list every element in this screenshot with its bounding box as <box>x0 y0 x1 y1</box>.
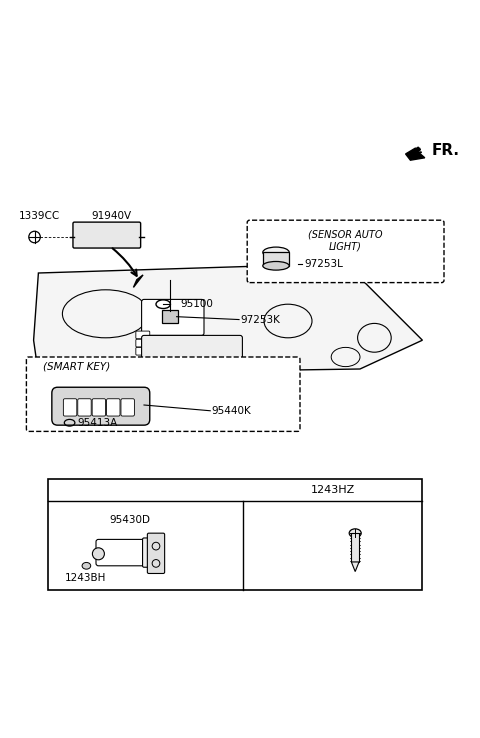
FancyBboxPatch shape <box>351 533 359 562</box>
Text: 95413A: 95413A <box>78 418 118 428</box>
FancyBboxPatch shape <box>143 538 156 568</box>
Ellipse shape <box>349 529 361 537</box>
Polygon shape <box>133 275 143 287</box>
FancyBboxPatch shape <box>247 220 444 283</box>
FancyBboxPatch shape <box>73 222 141 248</box>
FancyBboxPatch shape <box>142 300 204 335</box>
Text: 1243HZ: 1243HZ <box>311 485 355 495</box>
Text: 95430D: 95430D <box>109 515 150 525</box>
Text: 91940V: 91940V <box>91 211 132 221</box>
Text: 97253L: 97253L <box>305 259 344 269</box>
Text: (SENSOR AUTO
LIGHT): (SENSOR AUTO LIGHT) <box>308 230 383 252</box>
FancyBboxPatch shape <box>26 357 300 432</box>
FancyBboxPatch shape <box>142 335 242 371</box>
FancyBboxPatch shape <box>162 311 178 323</box>
Bar <box>48 480 422 590</box>
FancyBboxPatch shape <box>136 339 150 347</box>
FancyBboxPatch shape <box>63 399 77 416</box>
FancyBboxPatch shape <box>96 539 149 566</box>
Text: FR.: FR. <box>432 143 460 158</box>
FancyBboxPatch shape <box>263 252 289 266</box>
Text: 1243BH: 1243BH <box>65 573 106 582</box>
Ellipse shape <box>92 548 105 560</box>
FancyBboxPatch shape <box>78 399 91 416</box>
Text: (SMART KEY): (SMART KEY) <box>43 362 110 372</box>
FancyBboxPatch shape <box>92 399 106 416</box>
FancyBboxPatch shape <box>136 348 150 355</box>
Polygon shape <box>406 148 425 160</box>
FancyBboxPatch shape <box>136 331 150 339</box>
Ellipse shape <box>82 562 91 569</box>
Polygon shape <box>351 562 359 571</box>
FancyBboxPatch shape <box>147 533 165 573</box>
Ellipse shape <box>263 261 289 270</box>
Text: 1339CC: 1339CC <box>19 211 60 221</box>
FancyBboxPatch shape <box>52 387 150 425</box>
Text: 95100: 95100 <box>180 299 213 309</box>
FancyBboxPatch shape <box>121 399 134 416</box>
Ellipse shape <box>263 247 289 258</box>
FancyBboxPatch shape <box>107 399 120 416</box>
Text: 95440K: 95440K <box>211 406 251 416</box>
Text: 97253K: 97253K <box>240 314 280 325</box>
PathPatch shape <box>34 263 422 374</box>
